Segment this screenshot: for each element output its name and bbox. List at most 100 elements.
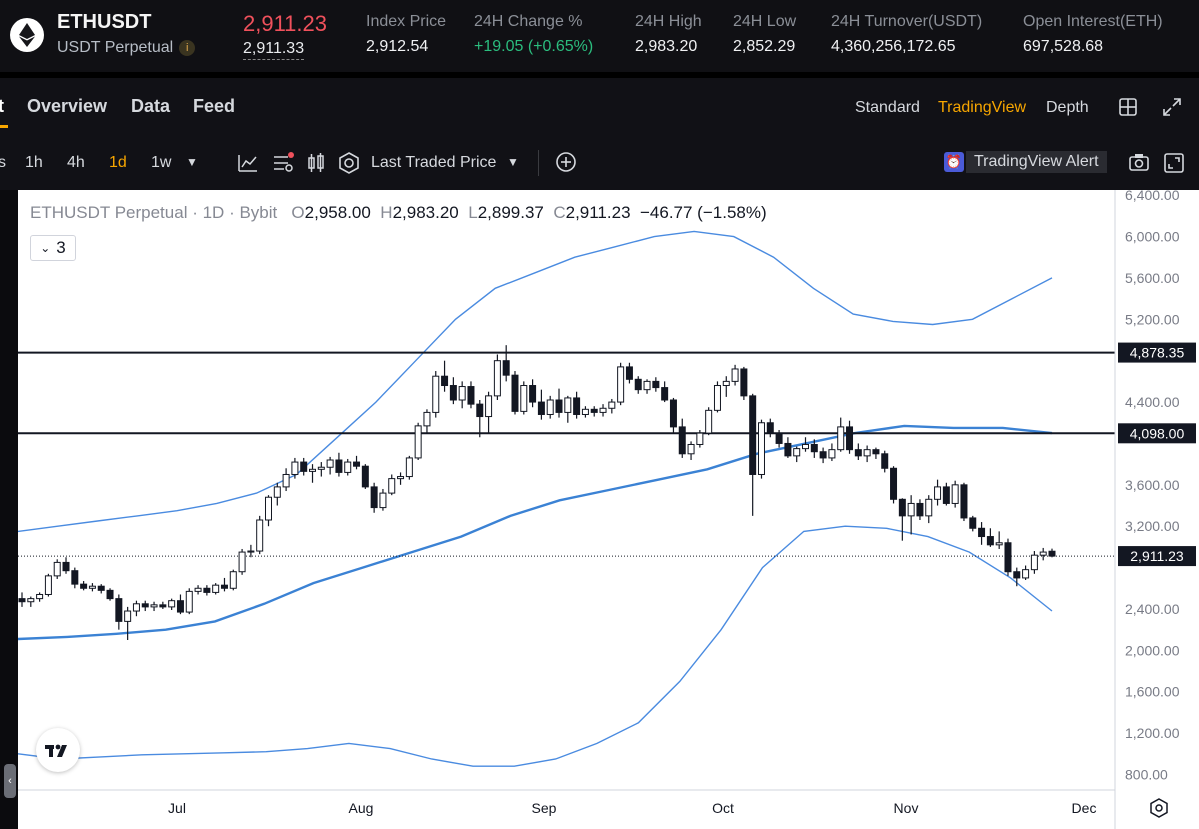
candle-body: [212, 584, 220, 593]
price-source-dropdown-icon[interactable]: ▼: [507, 155, 519, 169]
candle: [493, 354, 501, 400]
candle: [300, 457, 308, 476]
candle: [159, 601, 167, 609]
panel-collapse-handle[interactable]: ‹: [4, 764, 16, 798]
timeframe-partial[interactable]: s: [0, 154, 6, 171]
candle-body: [476, 403, 484, 418]
candle: [898, 498, 906, 541]
candle-body: [810, 443, 818, 453]
legend-change: −46.77 (−1.58%): [639, 203, 767, 222]
axis-settings-icon[interactable]: [1150, 798, 1168, 818]
stat-value: 4,360,256,172.65: [831, 38, 956, 55]
candle-body: [520, 385, 528, 412]
stat-open-interest: Open Interest(ETH) 697,528.68: [1023, 13, 1163, 56]
candle: [925, 495, 933, 524]
candle-body: [846, 426, 854, 451]
candle: [775, 430, 783, 448]
candle: [203, 585, 211, 596]
candle-body: [608, 401, 616, 409]
layout-grid-icon[interactable]: [1118, 97, 1138, 117]
fullscreen-icon[interactable]: [1163, 152, 1185, 174]
templates-icon[interactable]: [272, 151, 296, 173]
price-source-select[interactable]: Last Traded Price: [371, 154, 497, 171]
stat-label: 24H Turnover(USDT): [831, 13, 983, 30]
candle-body: [731, 368, 739, 382]
add-icon[interactable]: [555, 151, 577, 173]
camera-icon[interactable]: [1128, 152, 1150, 172]
info-icon[interactable]: i: [179, 39, 196, 56]
time-axis[interactable]: Jul Aug Sep Oct Nov Dec: [168, 800, 1096, 816]
symbol-name[interactable]: ETHUSDT: [57, 11, 152, 33]
candle: [353, 455, 361, 470]
candle-body: [511, 374, 519, 412]
candles-icon[interactable]: [306, 152, 326, 174]
candle-body: [97, 585, 105, 591]
view-tradingview[interactable]: TradingView: [938, 99, 1027, 116]
candle: [1039, 547, 1047, 561]
candle: [168, 598, 176, 610]
tab-feed[interactable]: Feed: [193, 96, 236, 116]
candle: [951, 480, 959, 508]
legend-high: 2,983.20: [392, 203, 459, 222]
tab-overview[interactable]: Overview: [27, 96, 108, 116]
candle: [713, 381, 721, 413]
candle-body: [115, 598, 123, 622]
candle: [273, 482, 281, 506]
horizontal-line-label: 4,098.00: [1130, 425, 1185, 441]
toolbar-divider: [538, 150, 539, 176]
candle: [634, 376, 642, 394]
mark-price[interactable]: 2,911.33: [243, 40, 305, 60]
candle-body: [414, 425, 422, 459]
tradingview-logo-icon[interactable]: [36, 728, 80, 772]
last-price-label-bg: [1118, 546, 1196, 567]
ethereum-logo-icon: [10, 18, 44, 52]
candle-body: [537, 401, 545, 415]
candle: [80, 581, 88, 591]
timeframe-dropdown-icon[interactable]: ▼: [186, 155, 198, 169]
candle-body: [854, 449, 862, 457]
candle: [740, 366, 748, 400]
tab-chart-partial[interactable]: t: [0, 96, 4, 116]
timeframe-1w[interactable]: 1w: [151, 154, 172, 171]
band-upper: [18, 230, 1053, 533]
band-lower: [18, 525, 1053, 767]
time-tick-label: Jul: [168, 800, 186, 816]
legend-title: ETHUSDT Perpetual: [30, 203, 188, 222]
candle-body: [194, 587, 202, 592]
candle-body: [326, 459, 334, 468]
timeframe-1h[interactable]: 1h: [25, 154, 43, 171]
tab-data[interactable]: Data: [131, 96, 171, 116]
indicators-collapse-button[interactable]: ⌄ 3: [30, 235, 76, 261]
timeframe-4h[interactable]: 4h: [67, 154, 85, 171]
stat-24h-high: 24H High 2,983.20: [635, 13, 702, 56]
candle-body: [916, 502, 924, 517]
active-tab-indicator: [0, 125, 8, 128]
price-tick-label: 2,000.00: [1125, 642, 1180, 658]
candle-body: [300, 461, 308, 472]
candle: [467, 381, 475, 409]
price-axis[interactable]: 6,400.00 6,000.00 5,600.00 5,200.00 4,400.00…: [1125, 190, 1180, 782]
candle: [810, 439, 818, 458]
candles: [18, 345, 1056, 640]
price-chart[interactable]: 6,400.00 6,000.00 5,600.00 5,200.00 4,400.00…: [18, 190, 1199, 829]
candle: [652, 377, 660, 392]
view-depth[interactable]: Depth: [1046, 99, 1089, 116]
indicators-icon[interactable]: [237, 153, 259, 173]
settings-icon[interactable]: [338, 152, 360, 174]
price-axis-labels: 4,878.35 4,098.00 2,911.23: [1118, 342, 1196, 567]
candle: [502, 345, 510, 382]
candle-body: [150, 604, 158, 608]
candle-body: [256, 519, 264, 552]
expand-icon[interactable]: [1162, 97, 1182, 117]
candle: [555, 388, 563, 418]
tradingview-alert-button[interactable]: ⏰ TradingView Alert: [944, 150, 1107, 174]
chart-tabs: t Overview Data Feed Standard TradingVie…: [0, 78, 1199, 134]
candle-body: [88, 585, 96, 589]
view-standard[interactable]: Standard: [855, 99, 920, 116]
candle-body: [27, 598, 35, 603]
price-tick-label: 6,000.00: [1125, 229, 1180, 245]
horizontal-line-label: 4,878.35: [1130, 345, 1185, 361]
timeframe-1d[interactable]: 1d: [109, 154, 127, 171]
chart-canvas[interactable]: 6,400.00 6,000.00 5,600.00 5,200.00 4,400.00…: [18, 190, 1199, 829]
candle-body: [934, 486, 942, 500]
